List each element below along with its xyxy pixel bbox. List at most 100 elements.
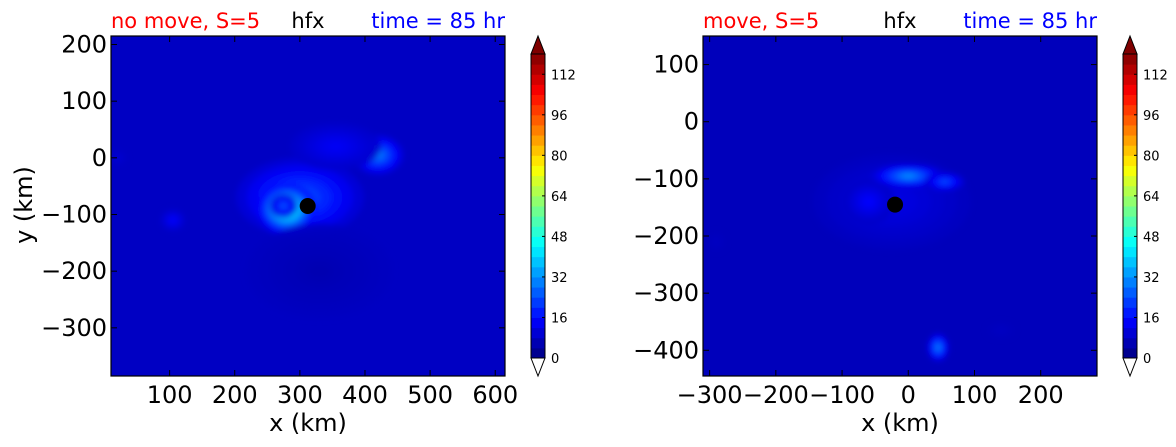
colorbar-band [531, 175, 545, 187]
colorbar-band [1123, 145, 1137, 156]
storm-center-marker [299, 198, 316, 214]
colorbar-band [531, 54, 545, 65]
colorbar-band [531, 84, 545, 96]
panel-title-right: time = 85 hr [963, 9, 1097, 33]
field-feature [924, 172, 966, 192]
x-tick-label: 0 [901, 381, 916, 409]
colorbar-band [1123, 104, 1137, 116]
plot-frame [110, 35, 506, 377]
colorbar-extend-max [1122, 34, 1138, 55]
colorbar-band [531, 276, 545, 288]
plot-area: 100 200 300 400 500 600 −300 −200 −100 0 100 200 [41, 31, 518, 410]
colorbar-tick-label: 0 [1143, 352, 1151, 367]
y-tick-label: 200 [61, 31, 107, 59]
y-tick-label: −100 [633, 165, 699, 193]
y-tick-label: −200 [41, 257, 107, 285]
field-feature [290, 122, 382, 171]
colorbar-band [531, 185, 545, 197]
colorbar-band [1123, 256, 1137, 268]
y-tick-label: 100 [61, 87, 107, 115]
colorbar-tick-label: 112 [1143, 68, 1168, 83]
y-axis-label: y (km) [10, 166, 38, 244]
colorbar-band [531, 236, 545, 248]
colorbar-band [531, 206, 545, 217]
colorbar-band [531, 226, 545, 237]
colorbar-frame [530, 53, 546, 359]
colorbar: 0 16 32 48 64 80 96 112 [1122, 34, 1168, 378]
x-tick-label: 500 [407, 381, 453, 409]
colorbar-band [531, 337, 545, 349]
colorbar-band [531, 74, 545, 85]
colorbar-band [531, 317, 545, 329]
x-tick-label: −300 [677, 381, 743, 409]
colorbar-band [531, 347, 545, 359]
field-feature [926, 333, 950, 362]
colorbar-band [1123, 246, 1137, 258]
colorbar-band [531, 297, 545, 308]
colorbar-band [1123, 307, 1137, 318]
colorbar-band [531, 64, 545, 75]
colorbar-band [531, 145, 545, 156]
y-tick-label: −300 [41, 314, 107, 342]
colorbar-band [531, 165, 545, 177]
colorbar-tick-label: 0 [551, 352, 559, 367]
colorbar-band [531, 104, 545, 116]
colorbar-tick-label: 48 [551, 230, 568, 245]
colorbar-band [1123, 347, 1137, 359]
colorbar: 0 16 32 48 64 80 96 112 [530, 34, 576, 378]
field-feature [842, 179, 895, 225]
colorbar-tick-label: 32 [1143, 271, 1160, 286]
colorbar-tick-label: 112 [551, 68, 576, 83]
colorbar-band [1123, 114, 1137, 126]
colorbar-band [1123, 206, 1137, 217]
colorbar-band [1123, 165, 1137, 177]
y-tick-label: −200 [633, 222, 699, 250]
colorbar-band [531, 195, 545, 207]
colorbar-band [1123, 124, 1137, 136]
colorbar-band [531, 94, 545, 106]
panel-title-left: no move, S=5 [111, 9, 260, 33]
x-tick-label: 300 [277, 381, 323, 409]
colorbar-band [1123, 337, 1137, 349]
x-tick-label: 200 [1018, 381, 1064, 409]
colorbar-frame [1122, 53, 1138, 359]
x-axis-label: x (km) [861, 409, 939, 437]
colorbar-band [531, 287, 545, 298]
colorbar-tick-label: 80 [1143, 149, 1160, 164]
x-tick-label: −100 [809, 381, 875, 409]
colorbar-band [531, 266, 545, 278]
field-feature [987, 322, 1015, 339]
panel-title-center: hfx [883, 9, 916, 33]
field-feature [706, 232, 726, 252]
colorbar-band [1123, 297, 1137, 308]
colorbar-band [1123, 84, 1137, 96]
x-tick-label: −200 [743, 381, 809, 409]
x-tick-label: 100 [147, 381, 193, 409]
colorbar-band [531, 307, 545, 318]
colorbar-band [531, 135, 545, 146]
colorbar-band [531, 216, 545, 227]
field-feature [269, 194, 298, 218]
plot-frame [702, 35, 1098, 377]
colorbar-tick-label: 80 [551, 149, 568, 164]
colorbar-band [1123, 54, 1137, 65]
x-tick-label: 400 [342, 381, 388, 409]
colorbar-band [1123, 94, 1137, 106]
colorbar-band [1123, 135, 1137, 146]
colorbar-band [531, 256, 545, 268]
colorbar-band [1123, 155, 1137, 166]
y-tick-label: −100 [41, 201, 107, 229]
colorbar-band [1123, 216, 1137, 227]
colorbar-band [1123, 317, 1137, 329]
y-tick-label: 100 [653, 51, 699, 79]
x-tick-label: 200 [212, 381, 258, 409]
x-tick-label: 100 [952, 381, 998, 409]
storm-center-marker [887, 196, 904, 213]
colorbar-tick-label: 32 [551, 271, 568, 286]
field-feature [111, 149, 127, 166]
y-tick-label: 0 [92, 144, 107, 172]
y-tick-label: 0 [684, 108, 699, 136]
colorbar-extend-max [530, 34, 546, 55]
